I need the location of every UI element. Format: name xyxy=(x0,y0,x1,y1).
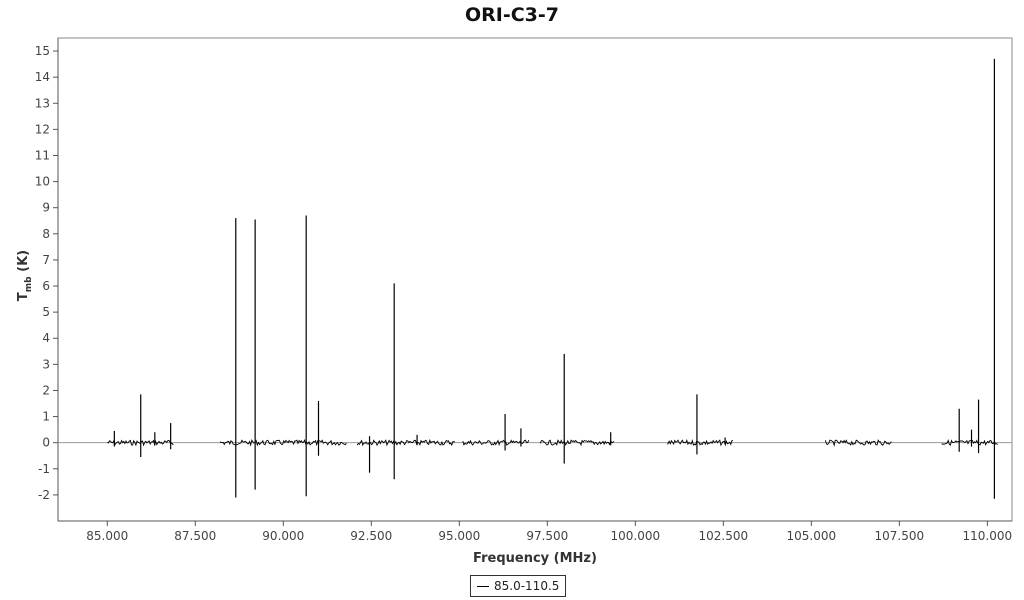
x-tick-label: 107.500 xyxy=(875,529,925,543)
x-axis-title: Frequency (MHz) xyxy=(473,551,597,566)
legend-swatch xyxy=(477,585,489,587)
y-tick-label: 12 xyxy=(35,122,50,136)
y-tick-label: 4 xyxy=(42,331,50,345)
x-tick-label: 92.500 xyxy=(350,529,392,543)
y-tick-label: 7 xyxy=(42,253,50,267)
x-tick-label: 100.000 xyxy=(611,529,661,543)
chart-title: ORI-C3-7 xyxy=(464,4,559,26)
y-tick-label: 8 xyxy=(42,227,50,241)
y-tick-label: 9 xyxy=(42,201,50,215)
y-tick-label: -1 xyxy=(38,462,50,476)
x-tick-label: 105.000 xyxy=(787,529,837,543)
x-tick-label: 97.500 xyxy=(526,529,568,543)
legend-label: 85.0-110.5 xyxy=(494,579,560,593)
y-tick-label: 1 xyxy=(42,410,50,424)
y-tick-label: 0 xyxy=(42,436,50,450)
y-tick-label: 2 xyxy=(42,383,50,397)
spectrum-segment xyxy=(666,438,734,447)
y-tick-label: 13 xyxy=(35,96,50,110)
y-tick-label: 6 xyxy=(42,279,50,293)
y-tick-label: -2 xyxy=(38,488,50,502)
y-tick-label: 14 xyxy=(35,70,50,84)
x-tick-label: 110.000 xyxy=(963,529,1013,543)
y-tick-label: 5 xyxy=(42,305,50,319)
plot-frame xyxy=(57,37,1013,522)
x-tick-label: 87.500 xyxy=(174,529,216,543)
spectrum-segment xyxy=(462,439,530,446)
y-tick-label: 15 xyxy=(35,44,50,58)
y-tick-label: 3 xyxy=(42,357,50,371)
spectrum-segment xyxy=(356,438,456,447)
legend[interactable]: 85.0-110.5 xyxy=(470,575,567,597)
x-tick-label: 85.000 xyxy=(86,529,128,543)
x-tick-label: 90.000 xyxy=(262,529,304,543)
spectrum-segment xyxy=(824,439,892,447)
y-tick-label: 11 xyxy=(35,148,50,162)
y-axis-title: Tmb (K) xyxy=(16,250,34,301)
y-tick-label: 10 xyxy=(35,175,50,189)
spectrum-segment xyxy=(219,439,347,447)
spectrum-segment xyxy=(539,439,615,447)
x-tick-label: 95.000 xyxy=(438,529,480,543)
spectrum-segment xyxy=(941,439,998,446)
x-tick-label: 102.500 xyxy=(699,529,749,543)
